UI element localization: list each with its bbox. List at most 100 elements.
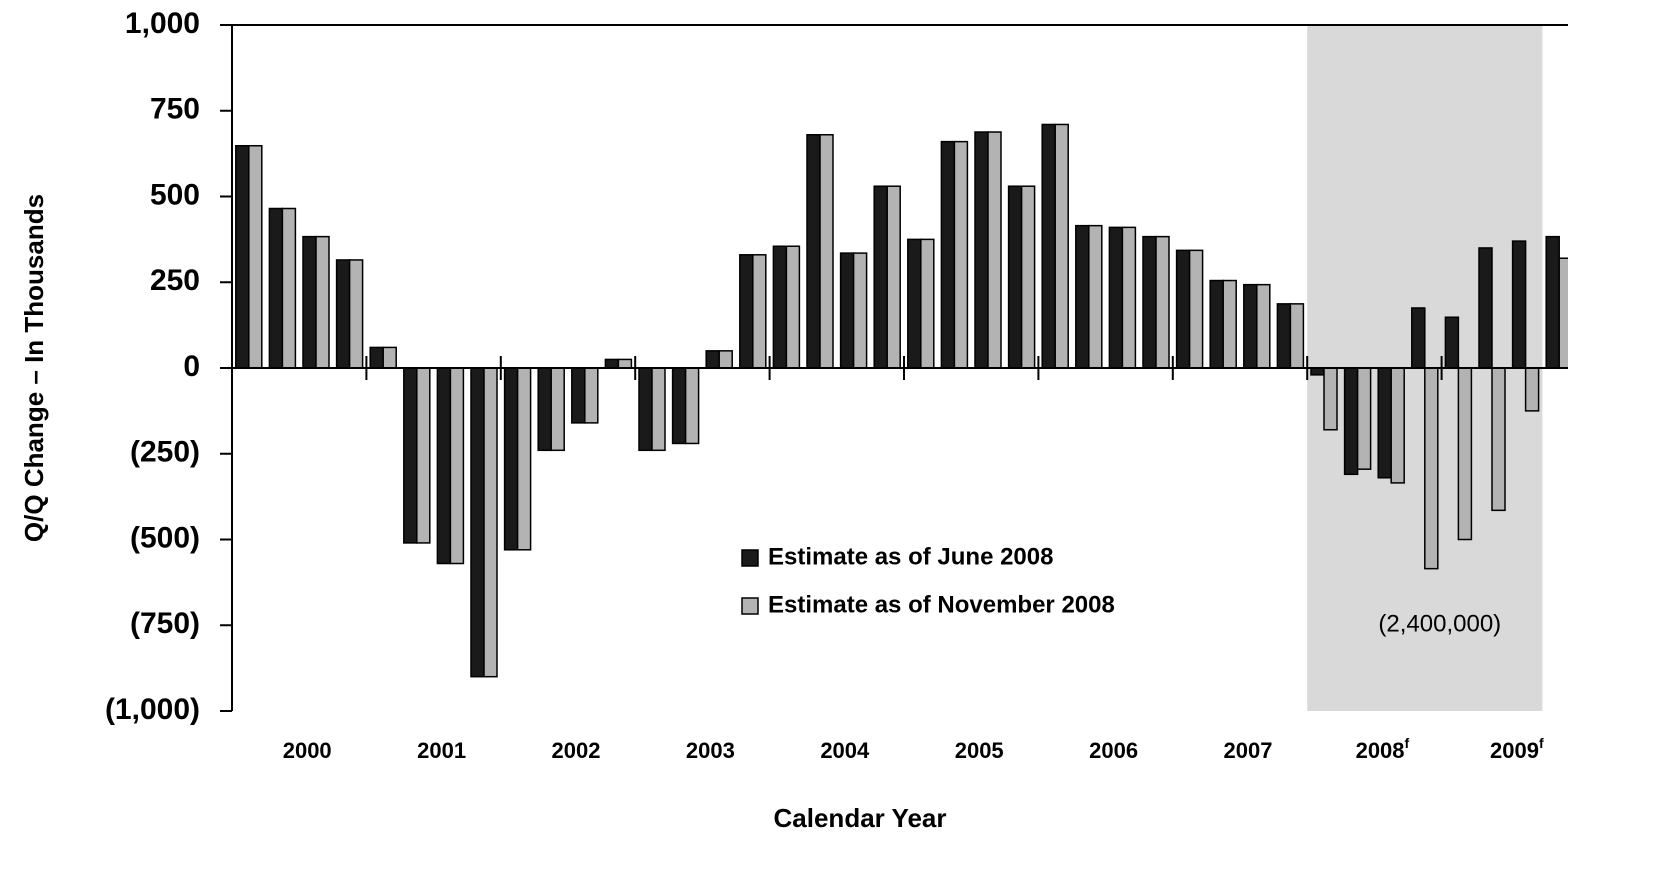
y-tick-label: (750) — [130, 607, 200, 640]
y-tick-label: 500 — [150, 178, 200, 211]
bar — [1256, 283, 1271, 369]
bar — [315, 235, 330, 369]
year-superscript: f — [1405, 735, 1410, 751]
bar — [718, 350, 733, 369]
bar — [974, 131, 989, 369]
bar — [940, 140, 956, 369]
bar — [268, 207, 284, 369]
bar — [416, 367, 431, 544]
bar — [1054, 123, 1069, 369]
bar — [1377, 367, 1392, 479]
y-tick-label: (250) — [130, 436, 200, 469]
bar — [403, 367, 418, 544]
bar — [335, 259, 351, 369]
bar — [1511, 240, 1527, 369]
x-tick-label: 2005 — [955, 738, 1004, 763]
bar — [819, 134, 834, 369]
bar — [1289, 303, 1305, 369]
bar — [537, 367, 552, 452]
bar — [1041, 123, 1056, 369]
x-tick-label: 2008f — [1356, 735, 1410, 763]
x-tick-label: 2003 — [686, 738, 735, 763]
bar — [1188, 249, 1204, 369]
bar — [617, 358, 633, 369]
bar — [382, 346, 397, 369]
y-tick-label: 1,000 — [125, 7, 200, 40]
y-tick-label: 250 — [150, 264, 200, 297]
bar — [369, 346, 384, 369]
bar — [1209, 279, 1224, 369]
x-tick-label: 2007 — [1224, 738, 1273, 763]
bar — [235, 144, 250, 369]
bar — [1356, 367, 1372, 470]
bar — [638, 367, 653, 452]
bar — [953, 140, 969, 369]
bar — [1175, 249, 1191, 369]
bar — [503, 367, 519, 551]
bar — [987, 131, 1002, 369]
y-tick-label: (1,000) — [105, 693, 200, 726]
bar — [1310, 367, 1325, 376]
bar — [436, 367, 452, 565]
year-superscript: f — [1539, 735, 1544, 751]
bar — [839, 252, 855, 369]
bar — [1457, 367, 1473, 541]
x-tick-label: 2000 — [283, 738, 332, 763]
bar — [684, 367, 700, 445]
bar — [772, 245, 788, 369]
bar — [302, 235, 317, 369]
legend-swatch — [741, 597, 759, 615]
x-tick-label: 2002 — [552, 738, 601, 763]
legend-swatch — [741, 549, 759, 567]
x-axis-title: Calendar Year — [774, 803, 947, 833]
bar — [852, 252, 868, 369]
bar — [1411, 307, 1426, 369]
bar — [705, 350, 720, 369]
bar — [584, 367, 599, 424]
bar — [1108, 226, 1124, 369]
bar — [1478, 247, 1493, 369]
bar — [1424, 367, 1439, 570]
bar — [550, 367, 565, 452]
bar — [1558, 257, 1568, 369]
bar — [1545, 235, 1560, 369]
y-tick-label: (500) — [130, 521, 200, 554]
bar — [348, 259, 364, 369]
bar — [1390, 367, 1405, 484]
foreground: (2,400,000) (1,000) (750) (500) (250) 0 250 500… — [105, 7, 1568, 763]
bar — [1343, 367, 1359, 476]
bar — [907, 238, 922, 369]
legend-label: Estimate as of November 2008 — [768, 591, 1115, 618]
bar — [739, 254, 754, 369]
bar — [1142, 235, 1157, 369]
bar — [1121, 226, 1137, 369]
bar — [886, 185, 901, 369]
year-label: 2003 — [686, 738, 735, 763]
x-tick-label: 2001 — [417, 738, 466, 763]
bar — [281, 207, 297, 369]
bar — [1243, 283, 1258, 369]
bar — [483, 367, 498, 678]
bar — [604, 358, 620, 369]
y-tick-label: 750 — [150, 93, 200, 126]
year-label: 2005 — [955, 738, 1004, 763]
bar — [1444, 316, 1460, 369]
year-label: 2008 — [1356, 738, 1405, 763]
bar — [920, 238, 935, 369]
bar — [873, 185, 888, 369]
year-label: 2001 — [417, 738, 466, 763]
bar — [806, 134, 821, 369]
year-label: 2000 — [283, 738, 332, 763]
bar — [1020, 185, 1036, 369]
annotation: (2,400,000) — [1378, 610, 1501, 637]
y-axis-title: Q/Q Change – In Thousands — [19, 194, 49, 542]
bar — [571, 367, 586, 424]
year-label: 2009 — [1490, 738, 1539, 763]
bar — [671, 367, 687, 445]
bar — [1323, 367, 1338, 431]
x-tick-label: 2006 — [1089, 738, 1138, 763]
year-label: 2007 — [1224, 738, 1273, 763]
bar — [651, 367, 666, 452]
bar — [470, 367, 485, 678]
bar — [1155, 235, 1170, 369]
